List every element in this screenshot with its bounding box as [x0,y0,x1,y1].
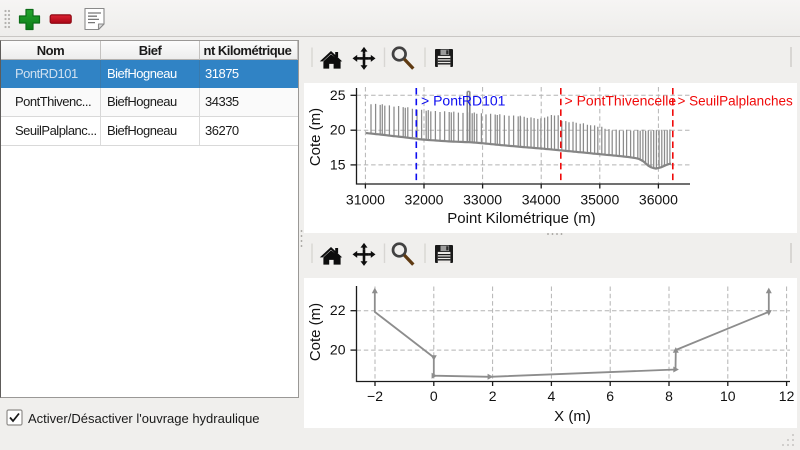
svg-text:−2: −2 [367,388,383,404]
svg-text:Cote (m): Cote (m) [307,108,324,166]
svg-text:32000: 32000 [405,192,444,208]
svg-text:20: 20 [330,122,346,138]
svg-text:6: 6 [606,388,614,404]
svg-text:34000: 34000 [522,192,561,208]
svg-text:33000: 33000 [463,192,502,208]
svg-text:10: 10 [720,388,736,404]
svg-text:> PontThivencelle: > PontThivencelle [565,93,677,109]
svg-text:12: 12 [779,388,795,404]
svg-text:20: 20 [330,342,346,358]
svg-text:36000: 36000 [639,192,678,208]
svg-text:4: 4 [548,388,556,404]
svg-text:> PontRD101: > PontRD101 [421,93,506,109]
svg-text:35000: 35000 [580,192,619,208]
svg-text:31000: 31000 [346,192,385,208]
svg-text:22: 22 [330,302,346,318]
svg-text:2: 2 [489,388,497,404]
svg-text:Point Kilométrique (m): Point Kilométrique (m) [447,210,595,227]
svg-text:15: 15 [330,156,346,172]
svg-text:8: 8 [665,388,673,404]
svg-text:0: 0 [430,388,438,404]
svg-text:Cote (m): Cote (m) [307,303,324,361]
svg-text:25: 25 [330,87,346,103]
svg-text:X (m): X (m) [554,408,591,425]
svg-text:> SeuilPalplanches: > SeuilPalplanches [678,94,793,109]
